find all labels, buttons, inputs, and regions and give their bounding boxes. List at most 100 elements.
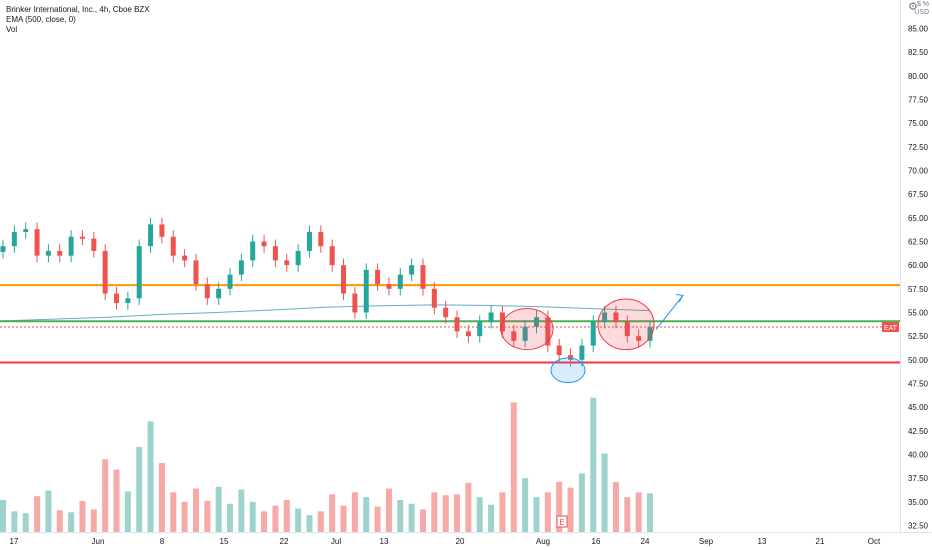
y-tick-label: 45.00 [908, 403, 929, 412]
y-tick-label: 70.00 [908, 166, 929, 175]
candle-body [136, 246, 142, 299]
volume-bar [79, 500, 86, 532]
ellipse-annotation-left [500, 307, 554, 351]
y-tick-label: 72.50 [908, 143, 929, 152]
ema-line [0, 304, 651, 322]
candle-body [114, 293, 120, 304]
volume-bar [22, 513, 29, 532]
volume-bar [601, 453, 608, 532]
y-tick-label: 77.50 [908, 95, 929, 104]
ellipse-annotation-right [597, 298, 655, 351]
volume-bar [522, 478, 529, 532]
y-tick-label: 82.50 [908, 48, 929, 57]
legend: Brinker International, Inc., 4h, Cboe BZ… [6, 5, 150, 35]
candle-body [170, 236, 176, 256]
volume-bar [170, 492, 177, 532]
volume-bar [158, 463, 165, 532]
volume-bar [11, 511, 18, 532]
candle-body [250, 241, 256, 261]
candle-body [465, 331, 471, 337]
candle-body [352, 293, 358, 313]
candle-body [590, 321, 596, 346]
annotations: E [500, 293, 684, 528]
symbol-tag [882, 322, 899, 333]
x-tick-label: 8 [160, 537, 165, 546]
x-tick-label: 21 [816, 537, 825, 546]
candle-body [397, 274, 403, 289]
candle-body [284, 260, 290, 266]
candle-body [386, 284, 392, 289]
volume-bars [0, 397, 653, 532]
earnings-marker-label: E [559, 518, 564, 527]
y-tick-label: 37.50 [908, 474, 929, 483]
candle-body [0, 246, 6, 252]
candle-body [533, 317, 539, 327]
y-tick-label: 52.50 [908, 332, 929, 341]
ema-500-line [0, 304, 651, 322]
x-tick-label: 13 [380, 537, 389, 546]
volume-bar [363, 497, 370, 532]
candle-body [454, 317, 460, 332]
volume-bar [45, 490, 52, 532]
volume-bar [635, 492, 642, 532]
volume-bar [0, 499, 6, 532]
y-tick-label: 75.00 [908, 119, 929, 128]
volume-bar [295, 508, 302, 532]
x-tick-label: Sep [699, 537, 714, 546]
candle-body [102, 250, 108, 294]
candle-body [511, 331, 517, 341]
candle-body [159, 224, 165, 237]
candle-body [636, 336, 642, 341]
gear-icon[interactable]: ⚙ [908, 1, 918, 13]
candle-body [57, 250, 63, 256]
candle-body [341, 265, 347, 294]
x-tick-label: 17 [10, 537, 19, 546]
volume-bar [431, 492, 438, 532]
x-tick-label: 20 [456, 537, 465, 546]
candle-body [272, 246, 278, 261]
ellipse-annotation-bottom [550, 357, 586, 384]
volume-bar [397, 499, 404, 532]
candle-body [647, 327, 653, 341]
y-tick-label: 57.50 [908, 285, 929, 294]
volume-bar [283, 499, 290, 532]
currency-label: $ % USD [914, 1, 929, 16]
x-tick-label: Jun [92, 537, 105, 546]
volume-bar [419, 509, 426, 532]
x-tick-label: 13 [758, 537, 767, 546]
volume-bar [34, 496, 41, 532]
x-tick-label: Jul [331, 537, 341, 546]
volume-bar [340, 505, 347, 532]
y-tick-label: 67.50 [908, 190, 929, 199]
volume-bar [408, 503, 415, 532]
volume-bar [227, 503, 234, 532]
candle-body [579, 345, 585, 360]
volume-bar [454, 494, 461, 532]
volume-bar [124, 491, 131, 532]
volume-bar [499, 492, 506, 532]
candle-body [409, 265, 415, 275]
candle-body [148, 224, 154, 247]
volume-bar [385, 488, 392, 532]
candle-body [23, 229, 29, 232]
candle-body [420, 265, 426, 289]
y-tick-label: 50.00 [908, 356, 929, 365]
candle-body [204, 284, 210, 299]
y-tick-label: 35.00 [908, 498, 929, 507]
y-tick-label: 85.00 [908, 24, 929, 33]
volume-bar [113, 469, 120, 532]
legend-title: Brinker International, Inc., 4h, Cboe BZ… [6, 5, 150, 14]
volume-bar [249, 501, 256, 532]
arrow-annotation-head [675, 293, 684, 303]
candle-body [261, 241, 267, 247]
volume-bar [215, 486, 222, 532]
candle-body [34, 229, 40, 256]
volume-bar [102, 459, 109, 532]
volume-bar [442, 495, 449, 532]
time-axis: 17 Jun 8 15 22 Jul 13 20 Aug 16 24 Sep 13 21 Oct [0, 532, 932, 546]
x-tick-label: 15 [220, 537, 229, 546]
volume-bar [306, 515, 313, 532]
candle-body [295, 250, 301, 266]
volume-bar [476, 497, 483, 532]
